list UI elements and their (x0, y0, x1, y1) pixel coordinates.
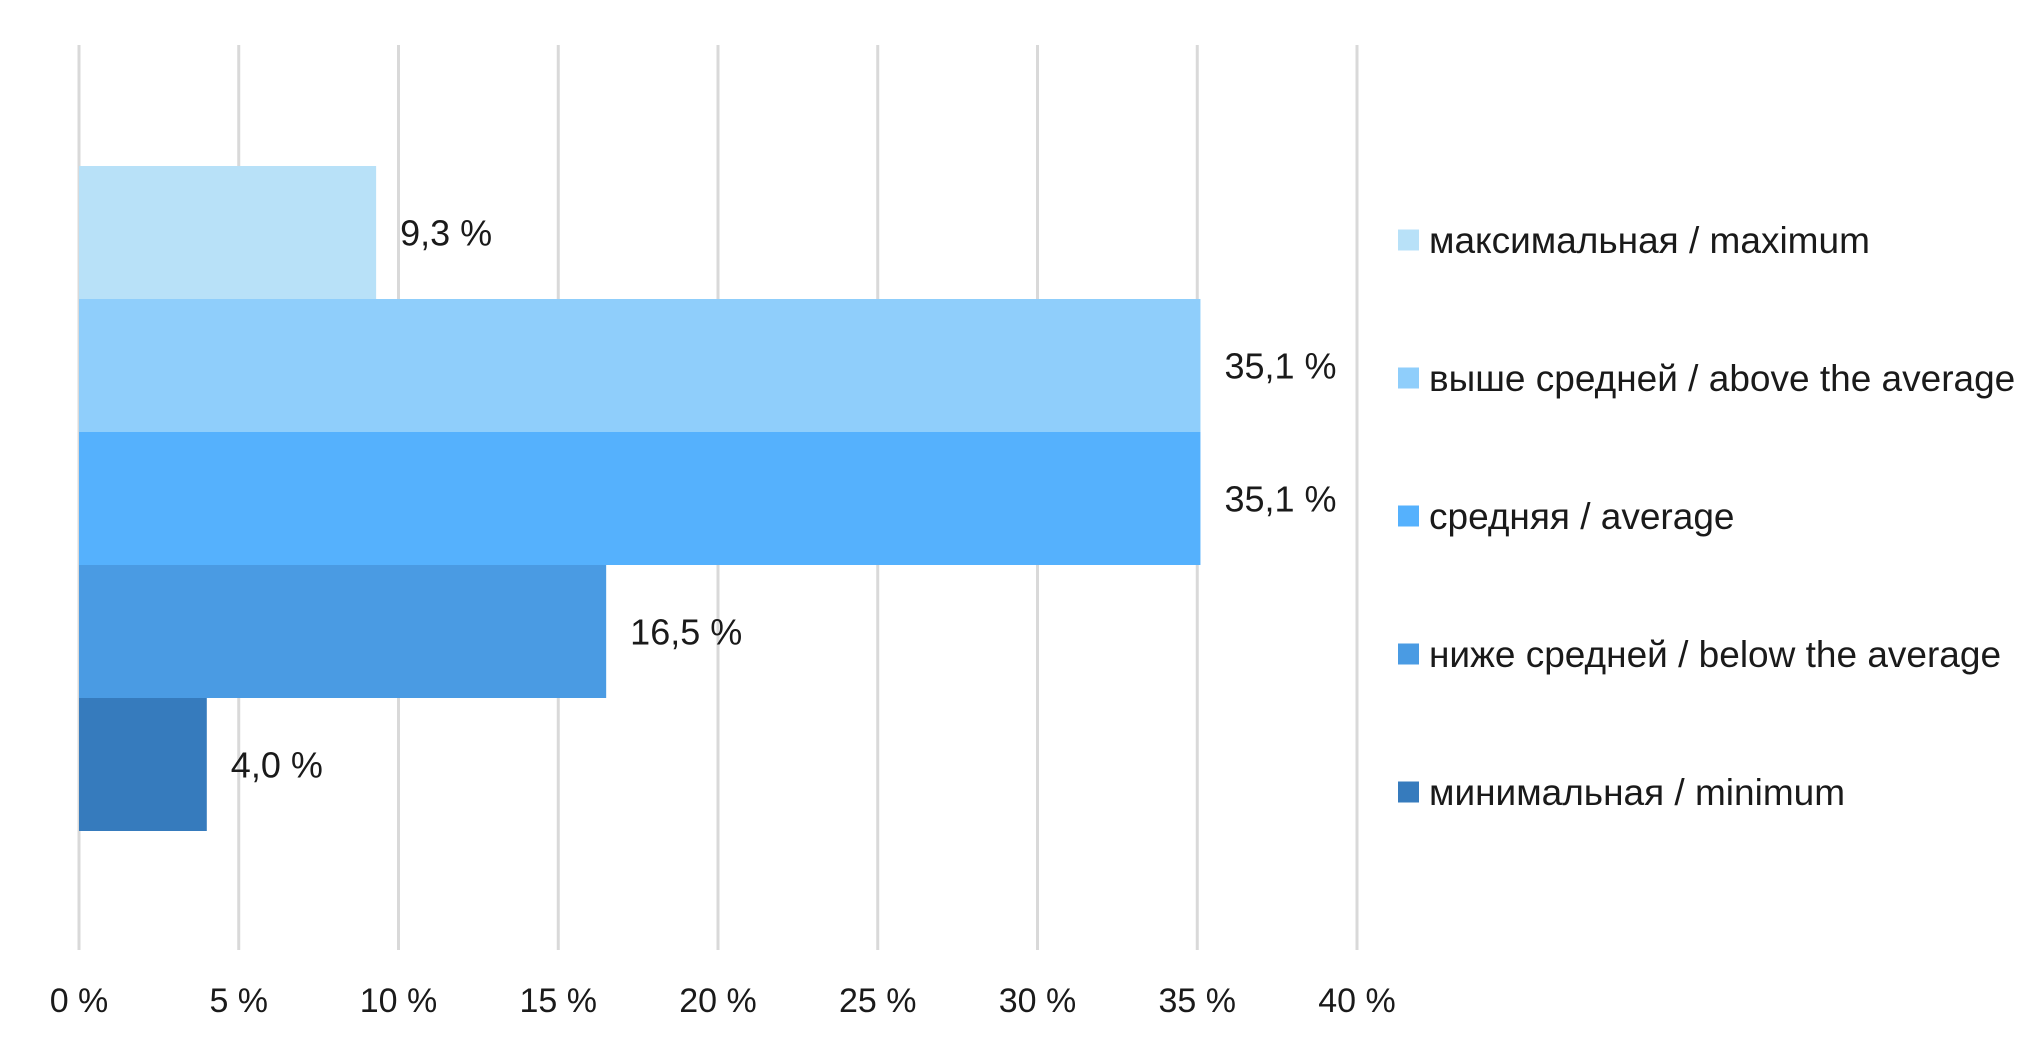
legend-swatch (1398, 781, 1419, 803)
legend-swatch (1398, 367, 1419, 389)
bar (79, 565, 607, 698)
legend-label: ниже средней / below the average (1429, 634, 2001, 675)
legend-swatch (1398, 229, 1419, 251)
legend-label: средняя / average (1429, 496, 1735, 537)
data-label: 16,5 % (630, 612, 742, 653)
legend-swatch (1398, 643, 1419, 665)
x-tick-label: 35 % (1159, 982, 1237, 1020)
bars (79, 166, 1201, 831)
data-label: 9,3 % (400, 213, 492, 254)
x-tick-label: 10 % (360, 982, 438, 1020)
legend-label: максимальная / maximum (1429, 220, 1870, 261)
bar (79, 299, 1201, 432)
legend-label: минимальная / minimum (1429, 772, 1845, 813)
x-tick-label: 15 % (520, 982, 598, 1020)
x-tick-label: 5 % (209, 982, 268, 1020)
x-tick-label: 30 % (999, 982, 1077, 1020)
legend-label: выше средней / above the average (1429, 358, 2015, 399)
data-labels: 9,3 % 35,1 % 35,1 % 16,5 % 4,0 % (231, 213, 1337, 786)
x-axis-tick-labels: 0 % 5 % 10 % 15 % 20 % 25 % 30 % 35 % 40 % (50, 982, 1396, 1020)
legend: максимальная / maximum выше средней / abo… (1398, 220, 2015, 813)
bar (79, 432, 1201, 565)
x-tick-label: 0 % (50, 982, 109, 1020)
x-tick-label: 40 % (1318, 982, 1396, 1020)
data-label: 4,0 % (231, 745, 323, 786)
legend-swatch (1398, 505, 1419, 527)
x-tick-label: 25 % (839, 982, 917, 1020)
bar (79, 166, 377, 299)
x-tick-label: 20 % (679, 982, 757, 1020)
data-label: 35,1 % (1224, 479, 1336, 520)
bar (79, 698, 207, 831)
data-label: 35,1 % (1224, 346, 1336, 387)
